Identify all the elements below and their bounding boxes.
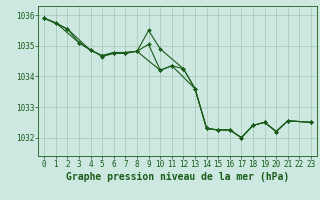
X-axis label: Graphe pression niveau de la mer (hPa): Graphe pression niveau de la mer (hPa) xyxy=(66,172,289,182)
